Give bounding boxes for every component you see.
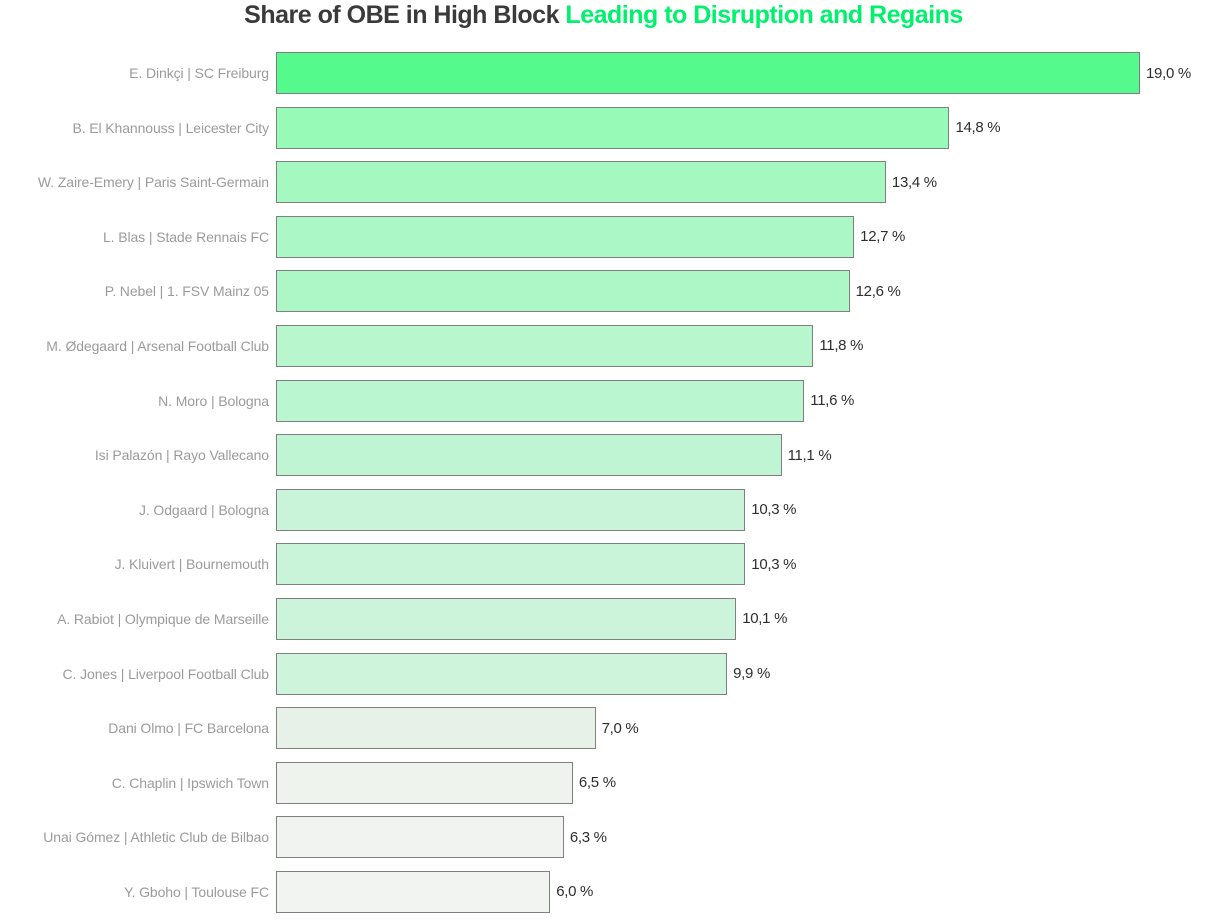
bar-row: C. Chaplin | Ipswich Town 6,5 %	[0, 761, 1207, 804]
value-label: 10,3 %	[751, 555, 797, 573]
bar[interactable]	[276, 488, 746, 531]
value-label: 11,1 %	[787, 446, 832, 464]
bar[interactable]	[276, 52, 1140, 94]
bar-row: L. Blas | Stade Rennais FC 12,7 %	[0, 215, 1207, 258]
value-label: 19,0 %	[1146, 64, 1191, 82]
value-label: 14,8 %	[955, 119, 1001, 137]
bar-row: Unai Gómez | Athletic Club de Bilbao 6,3…	[0, 816, 1207, 859]
bar[interactable]	[276, 870, 551, 913]
bar-row: B. El Khannouss | Leicester City 14,8 %	[0, 106, 1207, 149]
player-club-label: L. Blas | Stade Rennais FC	[102, 228, 269, 245]
value-label: 12,7 %	[860, 228, 906, 246]
value-label: 10,3 %	[751, 501, 797, 519]
bar[interactable]	[276, 106, 950, 149]
bar-chart: E. Dinkçi | SC Freiburg 19,0 % B. El Kha…	[0, 52, 1207, 923]
value-label: 6,5 %	[578, 774, 616, 792]
bar[interactable]	[276, 543, 746, 586]
bar[interactable]	[276, 215, 855, 258]
player-club-label: Dani Olmo | FC Barcelona	[108, 720, 269, 737]
bar-row: C. Jones | Liverpool Football Club 9,9 %	[0, 652, 1207, 695]
player-club-label: W. Zaire-Emery | Paris Saint-Germain	[37, 174, 269, 191]
player-club-label: E. Dinkçi | SC Freiburg	[129, 65, 269, 81]
value-label: 6,3 %	[569, 828, 607, 846]
bar-row: J. Kluivert | Bournemouth 10,3 %	[0, 543, 1207, 586]
value-label: 6,0 %	[556, 883, 594, 901]
player-club-label: B. El Khannouss | Leicester City	[72, 119, 269, 136]
player-club-label: Y. Gboho | Toulouse FC	[124, 883, 269, 900]
value-label: 13,4 %	[891, 173, 937, 191]
bar-row: Isi Palazón | Rayo Vallecano 11,1 %	[0, 434, 1207, 477]
bar[interactable]	[276, 434, 782, 477]
chart-title-highlight: Leading to Disruption and Regains	[565, 1, 963, 29]
bar[interactable]	[276, 597, 737, 640]
player-club-label: Unai Gómez | Athletic Club de Bilbao	[43, 829, 269, 846]
bar-row: Y. Gboho | Toulouse FC 6,0 %	[0, 870, 1207, 913]
player-club-label: A. Rabiot | Olympique de Marseille	[57, 610, 269, 627]
value-label: 10,1 %	[742, 610, 788, 628]
bar-row: J. Odgaard | Bologna 10,3 %	[0, 488, 1207, 531]
player-club-label: P. Nebel | 1. FSV Mainz 05	[104, 283, 269, 300]
bar-row: N. Moro | Bologna 11,6 %	[0, 379, 1207, 422]
player-club-label: C. Chaplin | Ipswich Town	[111, 774, 269, 791]
player-club-label: Isi Palazón | Rayo Vallecano	[94, 447, 269, 464]
bar-row: E. Dinkçi | SC Freiburg 19,0 %	[0, 52, 1207, 94]
bar-row: P. Nebel | 1. FSV Mainz 05 12,6 %	[0, 270, 1207, 313]
player-club-label: J. Odgaard | Bologna	[138, 501, 269, 518]
bar-row: M. Ødegaard | Arsenal Football Club 11,8…	[0, 324, 1207, 367]
value-label: 9,9 %	[733, 665, 770, 683]
value-label: 11,6 %	[810, 392, 855, 410]
bar[interactable]	[276, 379, 805, 422]
value-label: 11,8 %	[819, 337, 864, 355]
bar-row: A. Rabiot | Olympique de Marseille 10,1 …	[0, 597, 1207, 640]
player-club-label: M. Ødegaard | Arsenal Football Club	[46, 337, 269, 354]
player-club-label: J. Kluivert | Bournemouth	[114, 556, 270, 573]
bar[interactable]	[276, 652, 728, 695]
bar[interactable]	[276, 324, 814, 367]
player-club-label: C. Jones | Liverpool Football Club	[62, 665, 270, 682]
bar-row: Dani Olmo | FC Barcelona 7,0 %	[0, 707, 1207, 750]
value-label: 7,0 %	[601, 719, 639, 737]
bar-row: W. Zaire-Emery | Paris Saint-Germain 13,…	[0, 161, 1207, 204]
bar[interactable]	[276, 270, 850, 313]
chart-title: Share of OBE in High Block Leading to Di…	[0, 1, 1207, 30]
bar[interactable]	[276, 707, 596, 750]
player-club-label: N. Moro | Bologna	[158, 392, 269, 409]
value-label: 12,6 %	[855, 282, 901, 300]
bar[interactable]	[276, 761, 573, 804]
chart-title-main: Share of OBE in High Block	[244, 1, 566, 29]
bar[interactable]	[276, 161, 886, 204]
bar[interactable]	[276, 816, 564, 859]
